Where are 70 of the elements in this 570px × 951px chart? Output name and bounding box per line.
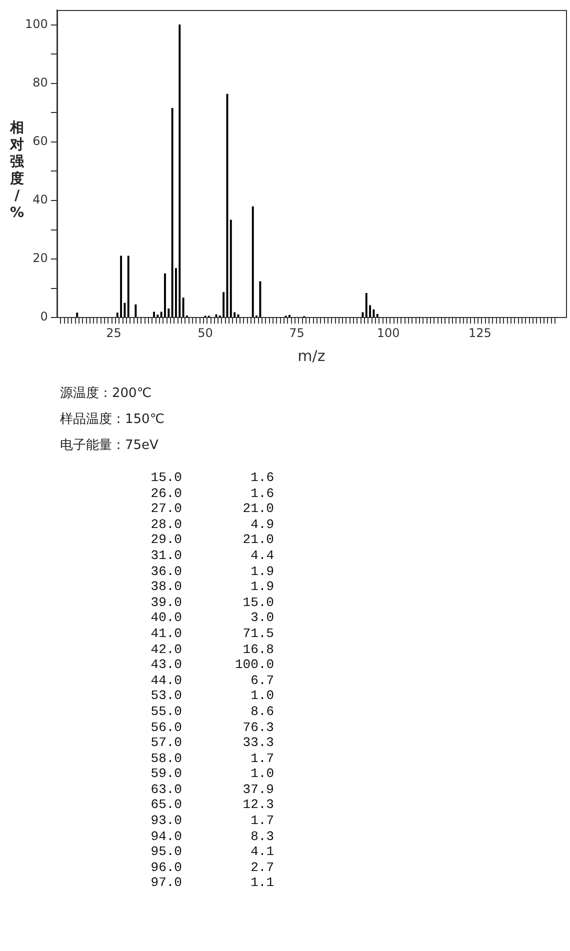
text: 3.0 — [250, 610, 274, 626]
text: 1.0 — [250, 766, 274, 782]
category-label: 36.0 — [150, 564, 182, 580]
category-label: 95.0 — [150, 844, 182, 860]
y-tick-label: 40 — [32, 192, 48, 207]
category-label: 29.0 — [150, 532, 182, 548]
y-tick-label: 0 — [40, 310, 48, 324]
category-label: 94.0 — [150, 828, 182, 844]
text: 1.7 — [250, 813, 274, 828]
category-label: 39.0 — [150, 594, 182, 610]
category-label: 42.0 — [150, 642, 182, 658]
category-label: 41.0 — [150, 626, 182, 642]
text: 1.6 — [250, 470, 274, 485]
text: 4.4 — [250, 548, 274, 563]
text: 电子能量：75eV — [60, 437, 160, 455]
text: 源温度：200℃ — [60, 385, 152, 403]
text: 71.5 — [242, 626, 274, 641]
text: 12.3 — [242, 797, 274, 812]
category-label: 15.0 — [150, 470, 182, 486]
category-label: 40.0 — [150, 610, 182, 626]
y-tick-label: 60 — [32, 134, 48, 148]
text: 4.9 — [250, 516, 274, 532]
category-label: 96.0 — [150, 860, 182, 876]
category-label: 27.0 — [150, 501, 182, 517]
x-tick-label: 125 — [468, 326, 492, 340]
category-label: 31.0 — [150, 548, 182, 564]
x-tick-label: 75 — [289, 326, 304, 340]
text: 33.3 — [242, 735, 274, 750]
text: 76.3 — [242, 720, 274, 734]
text: 16.8 — [242, 642, 274, 657]
text: 1.0 — [250, 688, 274, 704]
category-label: 53.0 — [150, 688, 182, 704]
category-label: 44.0 — [150, 672, 182, 688]
text: 100.0 — [234, 657, 274, 672]
text: 37.9 — [242, 782, 274, 797]
x-axis-title: m/z — [298, 346, 326, 365]
category-label: 57.0 — [150, 735, 182, 751]
text: 21.0 — [242, 532, 274, 548]
text: 2.7 — [250, 860, 274, 875]
text: 1.7 — [250, 750, 274, 766]
text: 15.0 — [242, 594, 274, 610]
y-tick-label: 100 — [25, 16, 48, 31]
category-label: 59.0 — [150, 766, 182, 782]
text: 8.6 — [250, 704, 274, 719]
category-label: 43.0 — [150, 657, 182, 673]
category-label: 56.0 — [150, 720, 182, 736]
x-tick-label: 25 — [106, 326, 122, 340]
text: 样品温度：150℃ — [60, 411, 166, 429]
category-label: 65.0 — [150, 797, 182, 814]
x-tick-label: 100 — [376, 326, 400, 340]
text: 1.1 — [250, 875, 274, 890]
category-label: 38.0 — [150, 579, 182, 595]
x-tick-label: 50 — [198, 326, 213, 340]
y-tick-label: 20 — [32, 251, 48, 266]
category-label: 97.0 — [150, 875, 182, 892]
category-label: 58.0 — [150, 750, 182, 766]
text: 8.3 — [250, 828, 274, 844]
text: 21.0 — [242, 501, 274, 516]
text: 1.6 — [250, 486, 274, 501]
y-tick-label: 80 — [32, 76, 48, 90]
text: 4.1 — [250, 844, 274, 860]
category-label: 63.0 — [150, 782, 182, 798]
category-label: 93.0 — [150, 813, 182, 829]
category-label: 28.0 — [150, 516, 182, 532]
text: 1.9 — [250, 564, 274, 579]
text: 1.9 — [250, 579, 274, 594]
category-label: 55.0 — [150, 704, 182, 720]
text: 6.7 — [250, 672, 274, 688]
category-label: 26.0 — [150, 486, 182, 502]
y-axis-title: 相对强度/% — [8, 120, 26, 222]
